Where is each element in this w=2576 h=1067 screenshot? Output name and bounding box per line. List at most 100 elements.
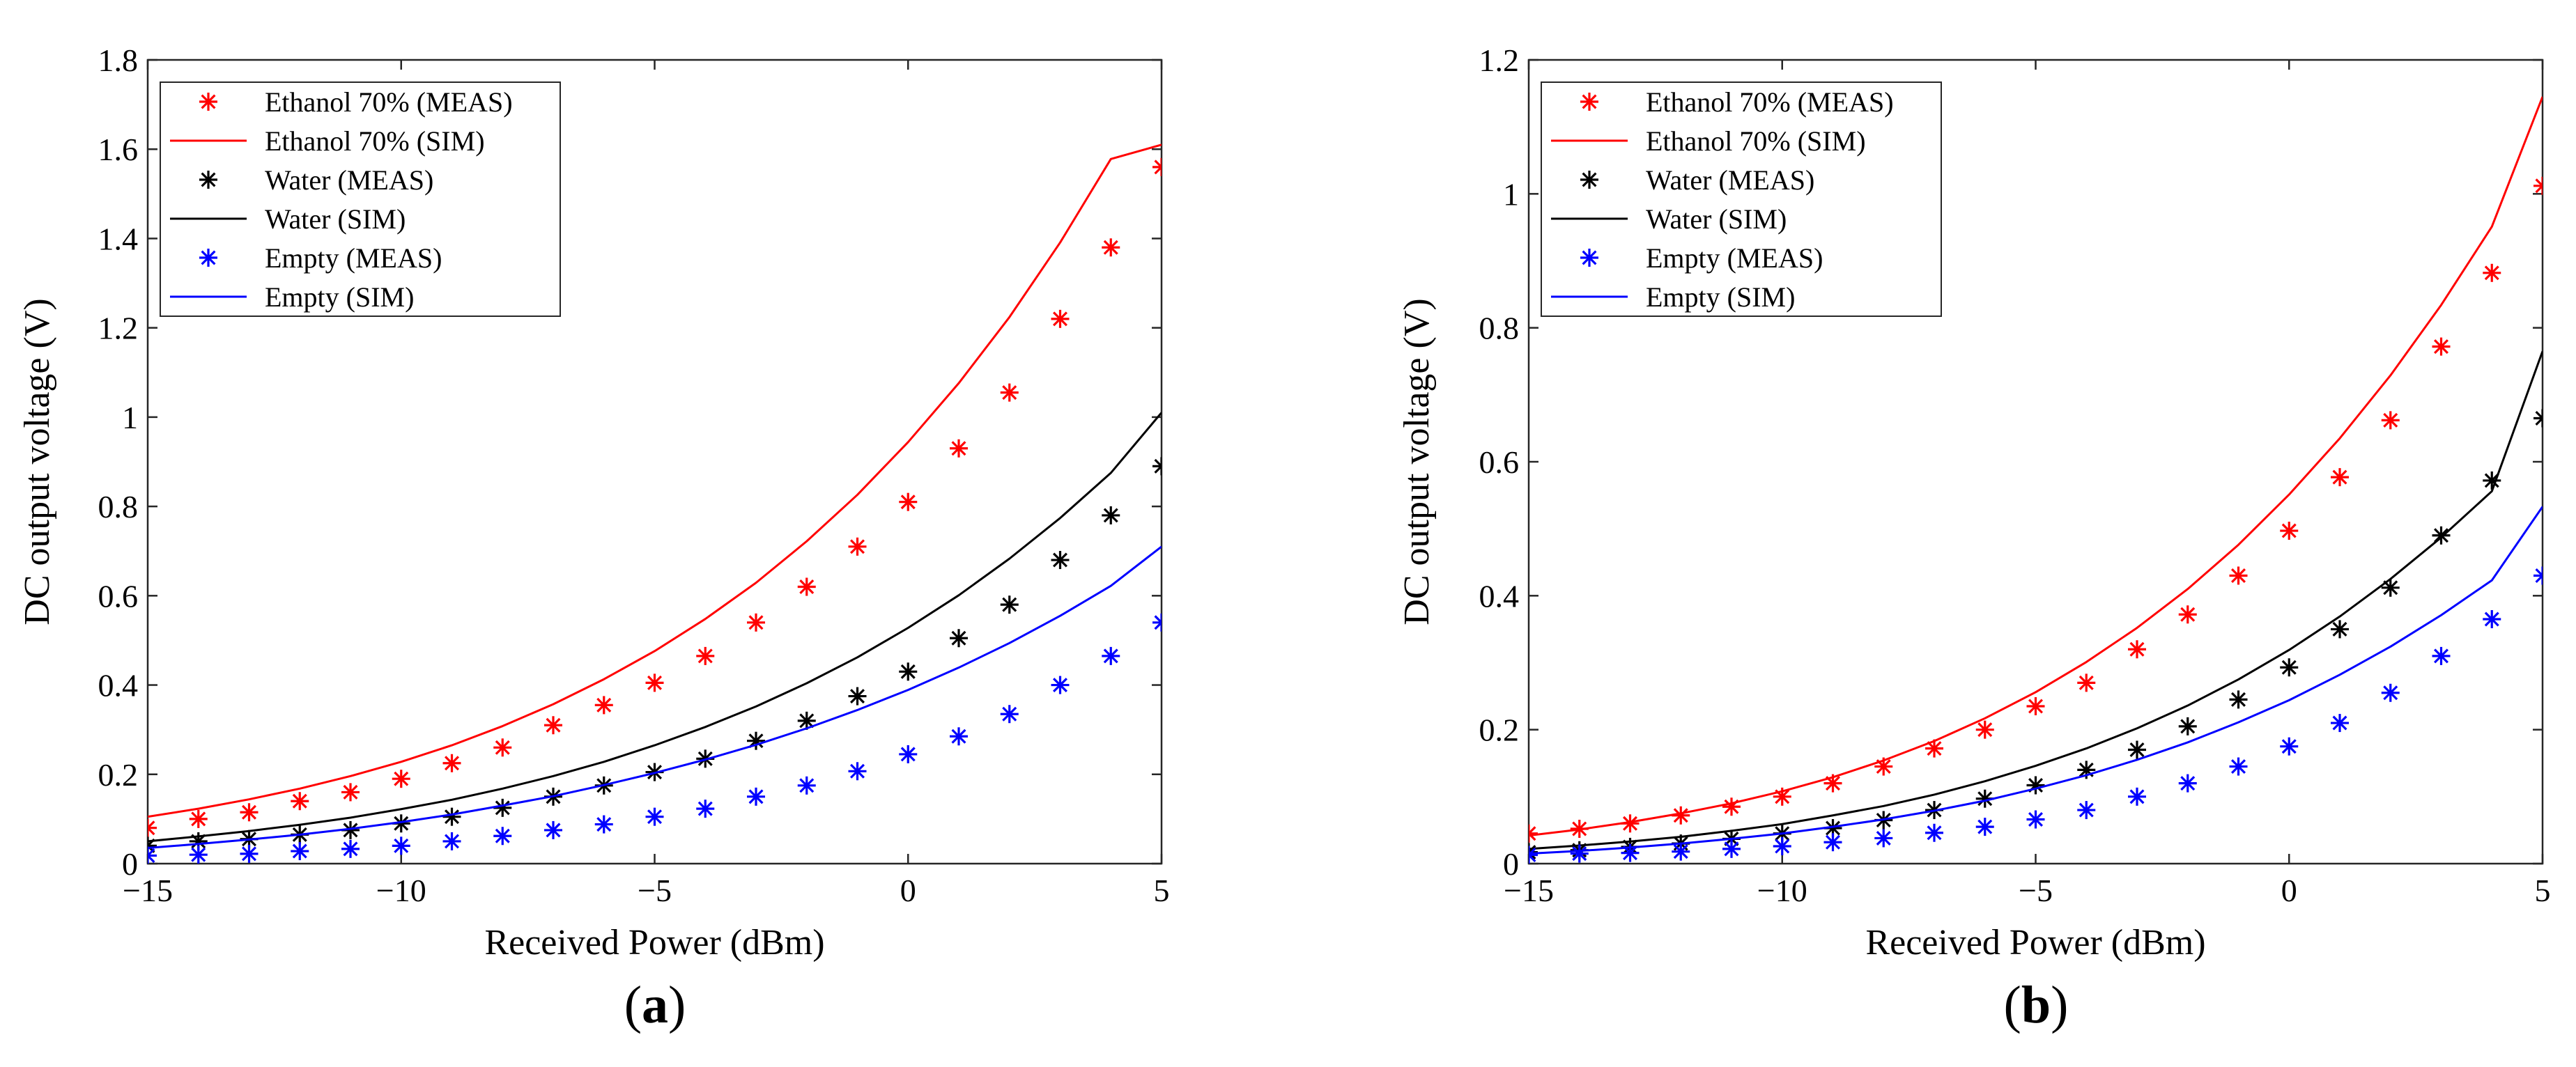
data-point-ethanol-meas [950,439,968,458]
data-point-water-meas [2381,578,2400,597]
legend-entry-label: Water (SIM) [265,203,406,235]
y-tick-label: 0.8 [1479,311,1520,346]
data-point-empty-meas [899,745,918,763]
legend-entry-label: Ethanol 70% (MEAS) [265,86,513,118]
data-point-empty-meas [1529,846,1538,864]
data-point-ethanol-meas [1529,824,1538,843]
legend-marker-swatch [1580,249,1598,267]
data-point-empty-meas [2533,566,2543,585]
data-point-ethanol-meas [341,783,360,802]
data-point-empty-meas [240,844,259,863]
data-point-empty-meas [291,842,309,861]
data-point-water-meas [848,687,867,706]
data-point-ethanol-meas [189,809,208,828]
data-point-empty-meas [1102,646,1120,665]
legend-marker-swatch [199,171,217,189]
data-point-empty-meas [1152,613,1162,632]
y-tick-label: 1.6 [98,132,139,167]
data-point-water-meas [1102,506,1120,524]
data-point-water-meas [1000,595,1019,614]
x-axis-label: Received Power (dBm) [1865,923,2205,963]
y-tick-label: 0.2 [1479,712,1520,748]
data-point-water-meas [493,798,512,817]
data-point-empty-meas [2432,646,2451,665]
x-tick-label: 0 [900,873,916,908]
legend-marker-swatch [199,93,217,111]
data-point-empty-meas [797,776,816,795]
y-tick-label: 0.4 [98,668,139,703]
y-axis-label: DC output voltage (V) [1397,298,1437,625]
data-point-ethanol-meas [2331,468,2349,487]
series-line-ethanol-sim [1529,96,2543,837]
legend-entry-label: Water (MEAS) [1646,164,1814,196]
legend-marker-swatch [1580,171,1598,189]
data-point-ethanol-meas [1051,309,1070,328]
data-point-empty-meas [2026,810,2045,829]
y-tick-label: 0.2 [98,757,139,793]
data-point-empty-meas [1773,836,1791,855]
legend-entry-label: Empty (MEAS) [265,242,442,274]
y-tick-label: 1.2 [1479,42,1520,78]
data-point-water-meas [2229,690,2248,709]
data-point-empty-meas [1975,818,1994,836]
data-point-empty-meas [2280,737,2299,756]
data-point-ethanol-meas [2077,673,2096,692]
legend-marker-swatch [1580,93,1598,111]
data-point-ethanol-meas [1102,238,1120,257]
data-point-water-meas [797,711,816,730]
data-point-ethanol-meas [240,803,259,822]
data-point-empty-meas [2077,801,2096,820]
data-point-empty-meas [747,787,765,806]
panel-label: (b) [2004,976,2069,1034]
data-point-ethanol-meas [291,792,309,811]
data-point-empty-meas [1570,844,1589,863]
data-point-empty-meas [1672,842,1690,861]
legend-box [160,81,561,317]
data-point-empty-meas [1051,676,1070,694]
panel-label: (a) [624,976,686,1034]
series-line-water-sim [1529,350,2543,850]
data-point-empty-meas [442,832,461,850]
data-layer [148,143,1162,864]
data-point-ethanol-meas [1975,720,1994,739]
data-point-empty-meas [493,827,512,846]
data-point-water-meas [392,814,410,833]
legend: Ethanol 70% (MEAS) Ethanol 70% (SIM) Water… [1541,81,1942,317]
data-point-ethanol-meas [148,818,157,837]
y-tick-label: 1 [1503,176,1519,212]
x-tick-label: −5 [638,873,672,908]
data-point-ethanol-meas [1152,157,1162,176]
data-point-empty-meas [594,815,613,834]
legend-entry-label: Empty (SIM) [265,281,414,313]
x-tick-label: −15 [1504,873,1554,908]
data-point-ethanol-meas [696,646,715,665]
legend-entry-label: Empty (MEAS) [1646,242,1823,274]
data-point-ethanol-meas [2229,566,2248,585]
y-tick-label: 1.8 [98,42,139,78]
y-tick-label: 0 [122,846,138,882]
series-line-ethanol-sim [148,143,1162,818]
legend-entry-label: Ethanol 70% (MEAS) [1646,86,1894,118]
data-point-ethanol-meas [2280,522,2299,540]
data-point-ethanol-meas [1925,739,1943,758]
data-point-water-meas [2331,620,2349,639]
data-point-empty-meas [2178,774,2197,793]
data-point-ethanol-meas [1000,383,1019,402]
series-line-water-sim [148,412,1162,843]
data-point-ethanol-meas [544,716,562,735]
data-point-ethanol-meas [493,738,512,757]
legend-entry-label: Water (SIM) [1646,203,1787,235]
panel-a: −15 −10 −5 0 5 0 0.2 0.4 0.6 0.8 1 1.2 1.4 1.6 1.8 Rece… [17,42,1170,1034]
data-point-empty-meas [696,800,715,818]
data-point-water-meas [899,662,918,681]
data-point-water-meas [2533,409,2543,428]
legend-entry-label: Ethanol 70% (SIM) [265,125,485,157]
data-point-empty-meas [2381,683,2400,702]
data-point-ethanol-meas [594,696,613,715]
data-point-water-meas [442,807,461,826]
data-point-ethanol-meas [2483,263,2501,282]
data-point-ethanol-meas [645,673,664,692]
x-tick-label: −10 [1757,873,1807,908]
data-point-water-meas [2280,658,2299,677]
y-tick-label: 0.6 [1479,444,1520,480]
